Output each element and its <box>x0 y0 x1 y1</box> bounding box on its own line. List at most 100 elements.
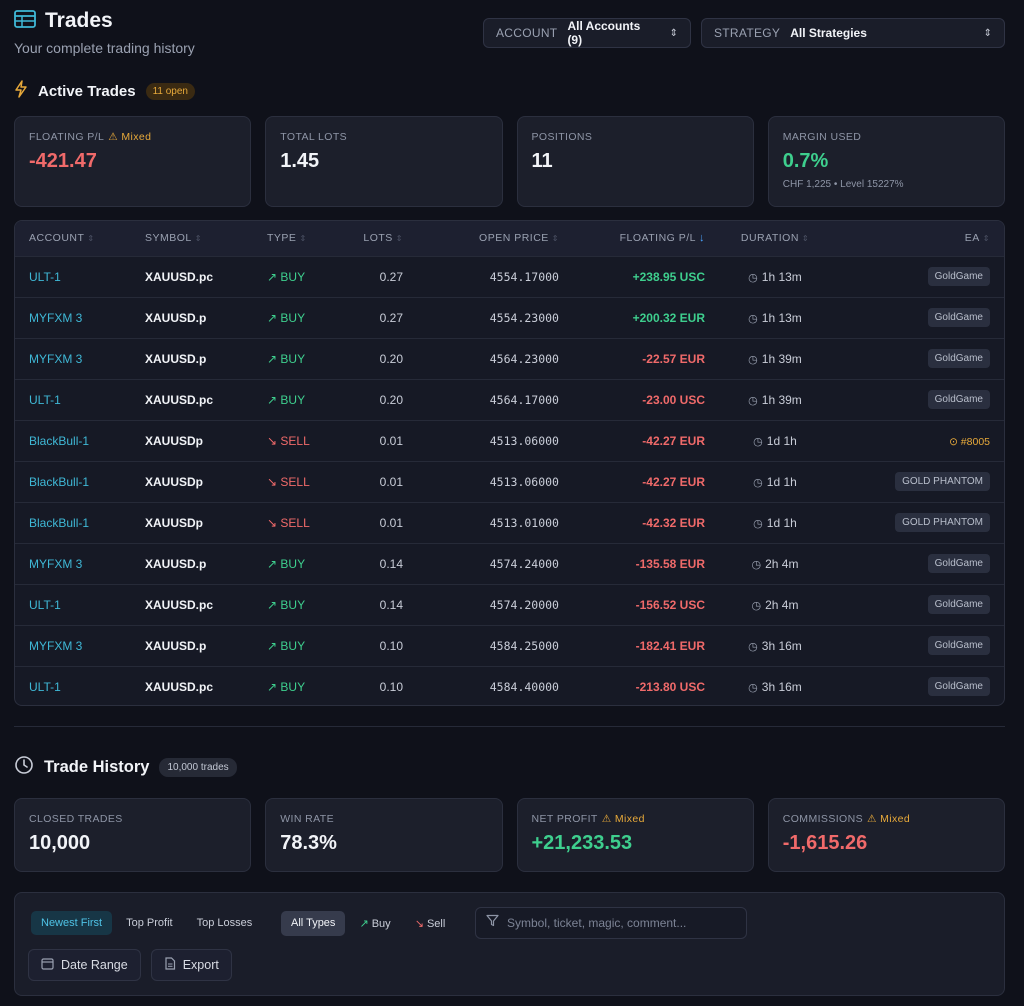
margin-used-card: MARGIN USED 0.7% CHF 1,225 • Level 15227… <box>767 116 1005 207</box>
symbol-cell: XAUUSD.pc <box>145 679 214 694</box>
lots-cell: 0.20 <box>379 351 403 366</box>
sort-icon: ⇕ <box>194 234 202 244</box>
lightning-icon <box>14 80 28 103</box>
type-cell: ↗ BUY <box>267 556 306 571</box>
floating-pl-cell: +200.32 EUR <box>632 310 705 325</box>
floating-pl-cell: -156.52 USC <box>635 597 705 612</box>
table-row[interactable]: ULT-1 XAUUSD.pc ↗ BUY 0.20 4564.17000 -23.00 … <box>15 379 1004 420</box>
table-row[interactable]: BlackBull-1 XAUUSDp ↘ SELL 0.01 4513.06000 -4… <box>15 420 1004 461</box>
type-cell: ↗ BUY <box>267 679 306 694</box>
sort-icon: ⇕ <box>551 234 559 244</box>
column-header-symbol[interactable]: SYMBOL ⇕ <box>145 232 202 245</box>
symbol-cell: XAUUSD.p <box>145 556 207 571</box>
table-icon <box>14 9 36 33</box>
open-price-cell: 4564.23000 <box>489 351 559 366</box>
sort-toggle-group: Newest First Top Profit Top Losses <box>31 911 262 935</box>
export-button[interactable]: Export <box>150 949 232 981</box>
table-row[interactable]: BlackBull-1 XAUUSDp ↘ SELL 0.01 4513.06000 -4… <box>15 461 1004 502</box>
page-header: Trades Your complete trading history ACC… <box>14 8 1005 64</box>
table-row[interactable]: MYFXM 3 XAUUSD.p ↗ BUY 0.20 4564.23000 -22.57… <box>15 338 1004 379</box>
ea-badge: GoldGame <box>927 308 990 327</box>
table-row[interactable]: MYFXM 3 XAUUSD.p ↗ BUY 0.14 4574.24000 -135.5… <box>15 543 1004 584</box>
clock-icon <box>14 755 34 780</box>
column-header-floating-pl[interactable]: FLOATING P/L ↓ <box>619 232 705 245</box>
page-subtitle: Your complete trading history <box>14 40 195 56</box>
open-price-cell: 4513.06000 <box>489 433 559 448</box>
account-link[interactable]: MYFXM 3 <box>29 310 83 325</box>
trend-up-icon: ↗ <box>267 351 278 366</box>
column-header-type[interactable]: TYPE ⇕ <box>267 232 307 245</box>
duration-cell: ◷ 1d 1h <box>753 474 797 489</box>
open-price-cell: 4574.20000 <box>489 597 559 612</box>
trend-up-icon: ↗ <box>267 310 278 325</box>
account-link[interactable]: ULT-1 <box>29 269 61 284</box>
type-cell: ↘ SELL <box>267 433 310 448</box>
sort-icon: ⇕ <box>801 234 810 244</box>
lots-cell: 0.10 <box>379 638 403 653</box>
sort-top-profit[interactable]: Top Profit <box>126 917 173 929</box>
trend-up-icon: ↗ <box>267 679 278 694</box>
ea-badge: GOLD PHANTOM <box>895 513 990 532</box>
card-label: WIN RATE <box>280 813 335 825</box>
symbol-cell: XAUUSD.p <box>145 638 207 653</box>
search-input[interactable] <box>507 916 736 930</box>
margin-level-text: CHF 1,225 • Level 15227% <box>782 179 904 190</box>
column-header-open-price[interactable]: OPEN PRICE ⇕ <box>479 232 559 245</box>
type-cell: ↗ BUY <box>267 269 306 284</box>
account-select[interactable]: ACCOUNT All Accounts (9) ⇕ <box>483 18 691 48</box>
account-link[interactable]: BlackBull-1 <box>29 474 90 489</box>
column-header-ea[interactable]: EA ⇕ <box>964 232 990 245</box>
table-row[interactable]: ULT-1 XAUUSD.pc ↗ BUY 0.10 4584.40000 -213.80… <box>15 666 1004 705</box>
active-trades-table: ACCOUNT ⇕ SYMBOL ⇕ TYPE ⇕ LOTS ⇕ OPEN PRICE ⇕… <box>14 220 1005 706</box>
account-link[interactable]: ULT-1 <box>29 679 61 694</box>
type-buy[interactable]: ↗ Buy <box>359 918 391 930</box>
account-link[interactable]: MYFXM 3 <box>29 556 83 571</box>
account-link[interactable]: BlackBull-1 <box>29 433 90 448</box>
account-link[interactable]: BlackBull-1 <box>29 515 90 530</box>
clock-icon: ◷ <box>748 640 758 653</box>
sort-newest-first[interactable]: Newest First <box>31 911 113 935</box>
duration-cell: ◷ 3h 16m <box>748 679 802 694</box>
account-link[interactable]: MYFXM 3 <box>29 638 83 653</box>
floating-pl-cell: -42.32 EUR <box>642 515 705 530</box>
ea-magic-number: ⊙ #8005 <box>949 435 990 448</box>
clock-icon: ◷ <box>748 353 758 366</box>
clock-icon: ◷ <box>748 394 758 407</box>
table-row[interactable]: ULT-1 XAUUSD.pc ↗ BUY 0.14 4574.20000 -156.52… <box>15 584 1004 625</box>
symbol-cell: XAUUSD.pc <box>145 269 214 284</box>
sort-top-losses[interactable]: Top Losses <box>196 917 253 929</box>
date-range-button[interactable]: Date Range <box>28 949 141 981</box>
clock-icon: ◷ <box>753 435 763 448</box>
account-link[interactable]: ULT-1 <box>29 392 61 407</box>
clock-icon: ◷ <box>748 312 758 325</box>
lots-cell: 0.27 <box>379 310 403 325</box>
table-row[interactable]: BlackBull-1 XAUUSDp ↘ SELL 0.01 4513.01000 -4… <box>15 502 1004 543</box>
column-header-duration[interactable]: DURATION ⇕ <box>740 232 810 245</box>
history-stat-cards: CLOSED TRADES 10,000 WIN RATE 78.3% NET … <box>14 798 1005 872</box>
duration-cell: ◷ 2h 4m <box>751 597 799 612</box>
type-all[interactable]: All Types <box>281 911 346 936</box>
duration-cell: ◷ 2h 4m <box>751 556 799 571</box>
strategy-select[interactable]: STRATEGY All Strategies ⇕ <box>701 18 1005 48</box>
ea-badge: GoldGame <box>927 267 990 286</box>
table-row[interactable]: MYFXM 3 XAUUSD.p ↗ BUY 0.27 4554.23000 +200.3… <box>15 297 1004 338</box>
section-divider <box>14 726 1005 727</box>
column-header-account[interactable]: ACCOUNT ⇕ <box>29 232 95 245</box>
type-cell: ↗ BUY <box>267 392 306 407</box>
ea-badge: GoldGame <box>927 595 990 614</box>
account-select-value: All Accounts (9) <box>567 19 641 47</box>
account-link[interactable]: MYFXM 3 <box>29 351 83 366</box>
trade-count-badge: 10,000 trades <box>159 758 237 777</box>
table-row[interactable]: MYFXM 3 XAUUSD.p ↗ BUY 0.10 4584.25000 -182.4… <box>15 625 1004 666</box>
history-search[interactable] <box>475 907 747 939</box>
table-row[interactable]: ULT-1 XAUUSD.pc ↗ BUY 0.27 4554.17000 +238.95… <box>15 256 1004 297</box>
positions-card: POSITIONS 11 <box>516 116 754 207</box>
open-price-cell: 4574.24000 <box>489 556 559 571</box>
account-link[interactable]: ULT-1 <box>29 597 61 612</box>
lots-cell: 0.27 <box>379 269 403 284</box>
lots-cell: 0.14 <box>379 556 403 571</box>
column-header-lots[interactable]: LOTS ⇕ <box>363 232 403 245</box>
total-lots-card: TOTAL LOTS 1.45 <box>265 116 503 207</box>
type-sell[interactable]: ↘ Sell <box>414 918 446 930</box>
